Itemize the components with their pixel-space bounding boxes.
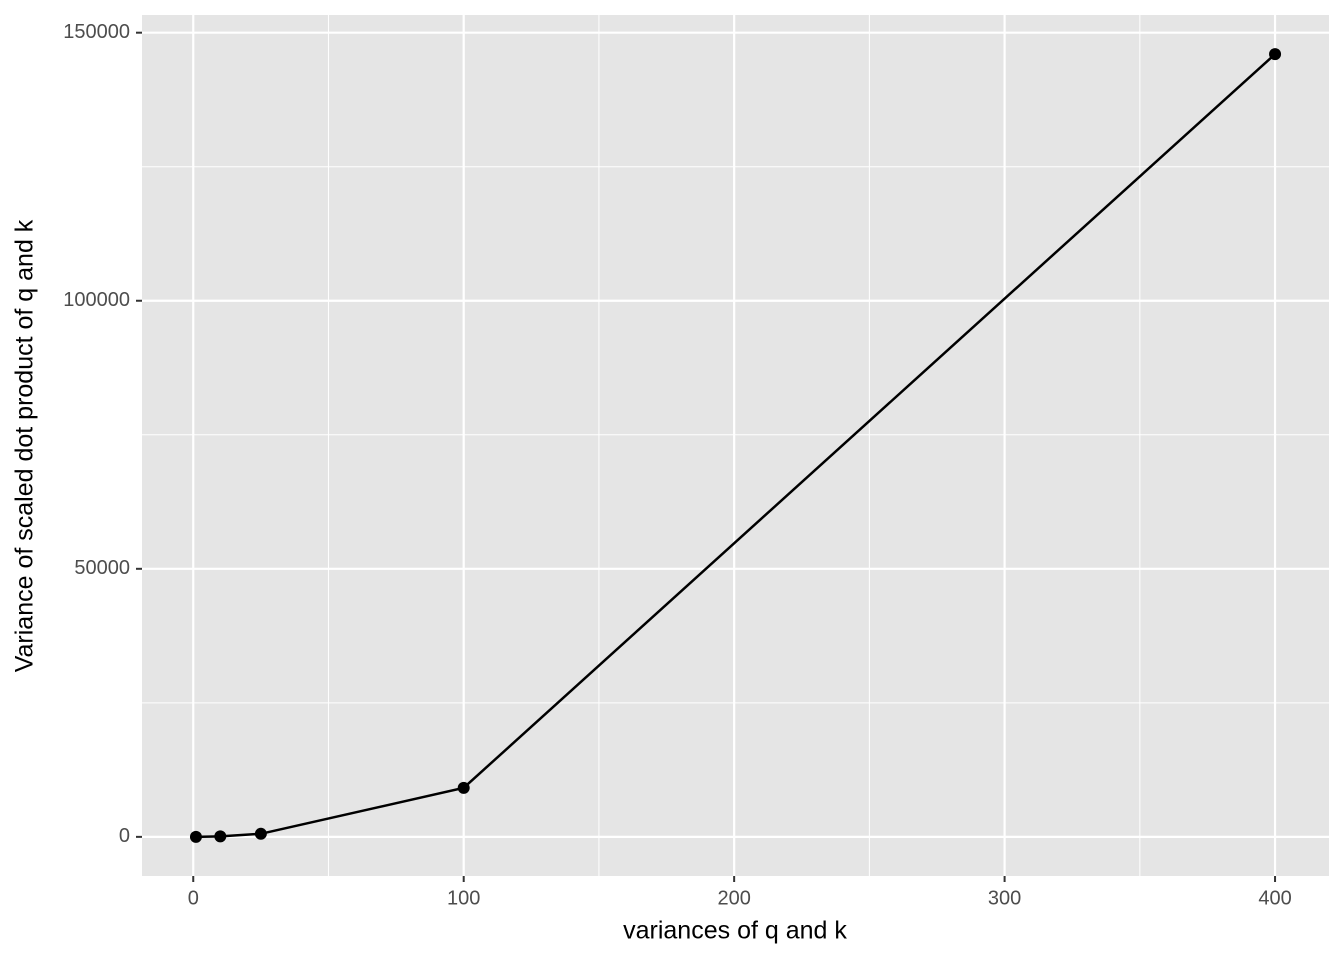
point xyxy=(254,827,267,840)
x-tick-label: 400 xyxy=(1258,887,1291,909)
point xyxy=(1269,48,1282,61)
point xyxy=(189,830,202,843)
x-axis-title: variances of q and k xyxy=(623,917,847,945)
y-tick-label: 50000 xyxy=(74,557,130,579)
x-tick-label: 0 xyxy=(188,887,199,909)
x-tick-label: 100 xyxy=(447,887,480,909)
plot-panel xyxy=(142,15,1329,876)
x-tick-label: 300 xyxy=(988,887,1021,909)
y-tick-label: 0 xyxy=(119,825,130,847)
x-tick-label: 200 xyxy=(717,887,750,909)
y-axis-title: Variance of scaled dot product of q and … xyxy=(11,219,39,672)
point xyxy=(214,830,227,843)
y-tick-label: 100000 xyxy=(63,289,130,311)
point xyxy=(457,781,470,794)
y-tick-label: 150000 xyxy=(63,21,130,43)
